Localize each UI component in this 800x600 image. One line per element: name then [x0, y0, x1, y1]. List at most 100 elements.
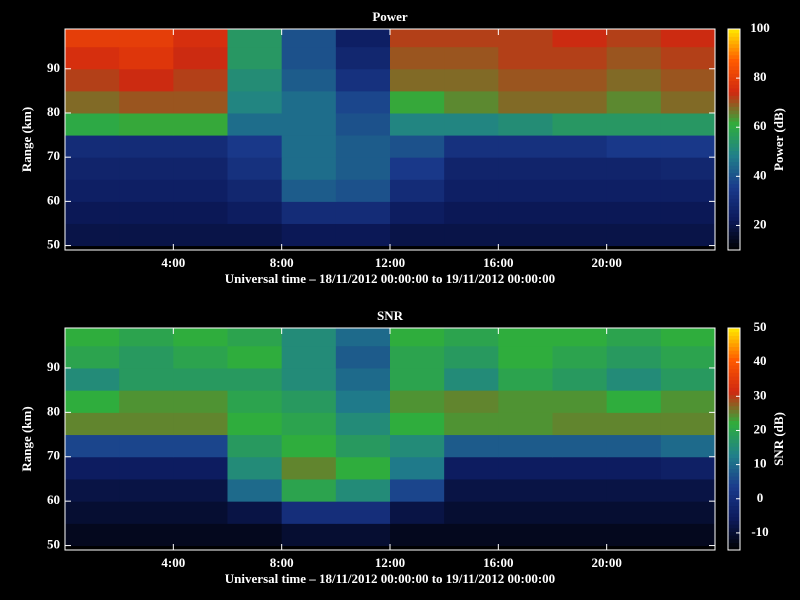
colorbar-segment [728, 124, 740, 129]
y-axis-label: Range (km) [19, 406, 34, 471]
heatmap-cell [227, 179, 283, 202]
heatmap-cell [390, 456, 445, 480]
heatmap-cell [444, 456, 499, 480]
colorbar-segment [728, 213, 740, 218]
heatmap-cell [173, 367, 228, 391]
heatmap-cell [390, 345, 445, 369]
heatmap-cell [390, 179, 445, 202]
colorbar-segment [728, 102, 740, 107]
colorbar-tick-label: 40 [754, 167, 767, 182]
x-tick-label: 4:00 [161, 555, 185, 570]
heatmap-cell [444, 46, 499, 70]
colorbar-segment [728, 51, 740, 56]
heatmap-cell [281, 390, 337, 413]
heatmap-cell [335, 412, 391, 436]
heatmap-cell [606, 179, 662, 202]
heatmap-cell [335, 523, 391, 547]
heatmap-cell [498, 135, 553, 158]
colorbar-segment [728, 84, 740, 89]
heatmap-cell [227, 201, 283, 224]
heatmap-cell [390, 157, 445, 180]
x-tick-label: 16:00 [483, 555, 513, 570]
heatmap-cell [119, 478, 174, 502]
colorbar-segment [728, 490, 740, 495]
heatmap-cell [173, 456, 228, 480]
heatmap-cell [227, 478, 283, 502]
colorbar-segment [728, 346, 740, 351]
heatmap-cell [660, 328, 716, 347]
heatmap-cell [65, 367, 120, 391]
heatmap-cell [65, 135, 120, 158]
colorbar-segment [728, 36, 740, 41]
heatmap-cell [498, 390, 553, 413]
heatmap-cell [498, 456, 553, 480]
heatmap-cell [173, 68, 228, 92]
colorbar-segment [728, 446, 740, 451]
colorbar-segment [728, 154, 740, 159]
heatmap-cell [552, 112, 608, 136]
colorbar-segment [728, 76, 740, 82]
heatmap-cell [444, 201, 499, 224]
heatmap-cell [498, 328, 553, 347]
heatmap-cell [390, 434, 445, 458]
heatmap-cell [281, 157, 337, 180]
colorbar-segment [728, 494, 740, 499]
heatmap-cell [335, 390, 391, 413]
colorbar-segment [728, 427, 740, 433]
heatmap-cell [173, 501, 228, 524]
heatmap-cell [390, 390, 445, 413]
heatmap-cell [281, 112, 337, 136]
y-tick-label: 70 [47, 448, 60, 463]
colorbar-segment [728, 87, 740, 93]
colorbar-tick-label: 10 [754, 456, 767, 471]
heatmap-cell [119, 46, 174, 70]
colorbar-segment [728, 157, 740, 163]
heatmap-cell [173, 328, 228, 347]
x-axis-label: Universal time – 18/11/2012 00:00:00 to … [225, 571, 555, 586]
colorbar-segment [728, 47, 740, 52]
colorbar-tick-label: 20 [754, 216, 767, 231]
colorbar-segment [728, 368, 740, 373]
y-tick-label: 50 [47, 237, 60, 252]
heatmap-cell [227, 68, 283, 92]
colorbar-frame [727, 28, 741, 251]
colorbar-segment [728, 487, 740, 492]
heatmap-cell [119, 501, 174, 524]
heatmap-cell [444, 434, 499, 458]
heatmap-cell [65, 46, 120, 70]
heatmap-cell [281, 68, 337, 92]
heatmap-cell [660, 523, 716, 547]
y-tick-label: 60 [47, 192, 60, 207]
heatmap-cell [227, 367, 283, 391]
heatmap-cell [606, 29, 662, 48]
heatmap-cell [552, 456, 608, 480]
heatmap-cell [65, 179, 120, 202]
colorbar-segment [728, 328, 740, 333]
heatmap-cell [335, 328, 391, 347]
heatmap-cell [552, 90, 608, 114]
colorbar-segment [728, 461, 740, 466]
heatmap-cell [390, 523, 445, 547]
heatmap-cell [281, 328, 337, 347]
heatmap-cell [660, 501, 716, 524]
heatmap-cell [335, 179, 391, 202]
heatmap-cell [660, 68, 716, 92]
x-axis-label: Universal time – 18/11/2012 00:00:00 to … [225, 271, 555, 286]
colorbar-segment [728, 91, 740, 96]
colorbar-segment [728, 450, 740, 455]
heatmap-cell [65, 501, 120, 524]
heatmap-cell [281, 523, 337, 547]
heatmap-cell [119, 90, 174, 114]
heatmap-cell [444, 135, 499, 158]
heatmap-cell [444, 523, 499, 547]
x-tick-label: 8:00 [270, 555, 294, 570]
colorbar-segment [728, 535, 740, 540]
heatmap-cell [227, 90, 283, 114]
colorbar-segment [728, 98, 740, 104]
heatmap-cell [173, 390, 228, 413]
colorbar-segment [728, 501, 740, 507]
colorbar-tick-label: 60 [754, 118, 767, 133]
heatmap-cell [660, 390, 716, 413]
colorbar-segment [728, 472, 740, 477]
heatmap-cell [444, 328, 499, 347]
